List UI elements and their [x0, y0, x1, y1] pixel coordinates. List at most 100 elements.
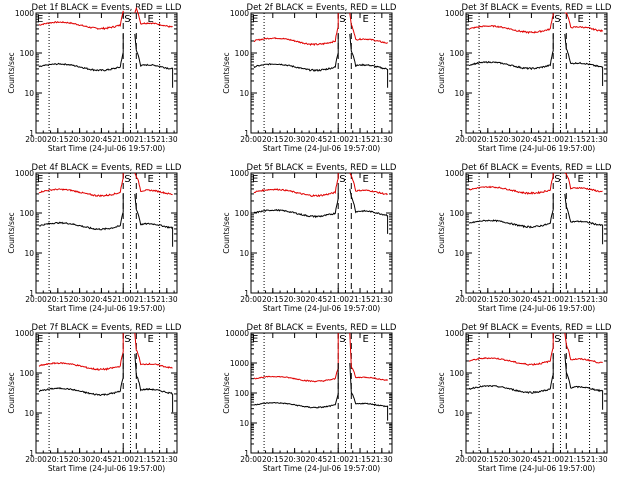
x-tick-label: 21:30 — [371, 295, 393, 304]
plot-frame — [465, 12, 608, 134]
x-tick-label: 21:15 — [134, 455, 156, 464]
x-axis-label: Start Time (24-Jul-06 19:57:00) — [263, 304, 380, 313]
series-line-lld — [349, 332, 388, 381]
series-line-lld — [253, 13, 339, 47]
y-tick-label: 1 — [244, 289, 249, 298]
series-line-events — [38, 33, 124, 72]
x-tick-label: 20:45 — [306, 135, 328, 144]
y-axis-label: Counts/sec — [222, 52, 231, 93]
x-tick-label: 20:15 — [47, 455, 69, 464]
x-axis-label: Start Time (24-Jul-06 19:57:00) — [48, 144, 165, 153]
series-line-lld — [38, 10, 124, 31]
x-tick-label: 20:15 — [262, 295, 284, 304]
event-marker-e: E — [252, 14, 258, 25]
series-line-events — [134, 33, 174, 88]
y-tick-label: 100 — [235, 209, 250, 218]
plot-frame — [250, 332, 393, 454]
x-tick-label: 21:30 — [586, 455, 608, 464]
event-marker-s: S — [339, 14, 345, 25]
chart-title: Det 7f BLACK = Events, RED = LLD — [32, 323, 182, 333]
series-line-events — [564, 33, 604, 86]
x-tick-label: 21:30 — [586, 135, 608, 144]
series-line-events — [468, 193, 554, 229]
event-marker-e: E — [467, 174, 473, 185]
x-tick-label: 20:45 — [91, 295, 113, 304]
x-tick-label: 21:30 — [371, 135, 393, 144]
y-axis-label: Counts/sec — [437, 372, 446, 413]
event-marker-s: S — [339, 174, 345, 185]
chart-panel-5: Det 5f BLACK = Events, RED = LLD 1 10 100 10… — [222, 163, 397, 313]
x-tick-label: 21:00 — [327, 135, 349, 144]
x-tick-label: 20:30 — [284, 295, 306, 304]
event-marker-s: S — [124, 334, 130, 345]
y-tick-label: 10 — [454, 249, 464, 258]
event-marker-e: E — [467, 334, 473, 345]
x-tick-label: 20:30 — [284, 455, 306, 464]
y-tick-label: 10 — [454, 409, 464, 418]
series-line-lld — [468, 173, 554, 195]
x-tick-label: 20:15 — [262, 455, 284, 464]
y-tick-label: 100 — [235, 49, 250, 58]
event-marker-e: E — [362, 334, 368, 345]
y-tick-label: 1000 — [230, 9, 249, 18]
series-line-lld — [468, 333, 554, 366]
chart-panel-6: Det 6f BLACK = Events, RED = LLD 1 10 100 10… — [437, 163, 612, 313]
x-axis-label: Start Time (24-Jul-06 19:57:00) — [48, 304, 165, 313]
y-axis-label: Counts/sec — [437, 52, 446, 93]
y-tick-label: 1 — [459, 449, 464, 458]
event-marker-e: E — [362, 14, 368, 25]
x-tick-label: 21:15 — [564, 295, 586, 304]
x-tick-label: 20:30 — [69, 135, 91, 144]
x-tick-label: 21:15 — [349, 135, 371, 144]
x-tick-label: 20:00 — [25, 295, 47, 304]
event-marker-e: E — [252, 334, 258, 345]
x-tick-label: 20:00 — [240, 455, 262, 464]
event-marker-e: E — [147, 14, 153, 25]
x-axis-label: Start Time (24-Jul-06 19:57:00) — [478, 144, 595, 153]
x-tick-label: 21:15 — [134, 295, 156, 304]
x-tick-label: 20:30 — [499, 455, 521, 464]
series-line-events — [468, 33, 554, 71]
y-tick-label: 100 — [20, 49, 35, 58]
x-tick-label: 21:00 — [112, 135, 134, 144]
x-tick-label: 20:00 — [25, 455, 47, 464]
y-tick-label: 10 — [24, 409, 34, 418]
y-tick-label: 100 — [235, 389, 250, 398]
x-tick-label: 20:15 — [47, 135, 69, 144]
x-tick-label: 21:00 — [542, 295, 564, 304]
x-tick-label: 21:30 — [156, 135, 178, 144]
y-axis-label: Counts/sec — [222, 372, 231, 413]
chart-title: Det 1f BLACK = Events, RED = LLD — [32, 3, 182, 13]
x-tick-label: 20:45 — [91, 135, 113, 144]
x-tick-label: 20:00 — [240, 135, 262, 144]
x-tick-label: 20:15 — [47, 295, 69, 304]
chart-title: Det 4f BLACK = Events, RED = LLD — [32, 163, 182, 173]
chart-panel-3: Det 3f BLACK = Events, RED = LLD 1 10 100 10… — [437, 3, 612, 153]
x-tick-label: 21:15 — [349, 295, 371, 304]
x-tick-label: 21:15 — [349, 455, 371, 464]
y-tick-label: 1 — [244, 129, 249, 138]
plot-frame — [465, 332, 608, 454]
y-tick-label: 1 — [459, 129, 464, 138]
chart-panel-7: Det 7f BLACK = Events, RED = LLD 1 10 100 10… — [7, 323, 182, 473]
y-tick-label: 10 — [24, 89, 34, 98]
series-line-events — [253, 363, 339, 409]
y-tick-label: 1000 — [445, 329, 464, 338]
x-tick-label: 21:30 — [586, 295, 608, 304]
y-tick-label: 100 — [450, 369, 465, 378]
y-axis-label: Counts/sec — [7, 372, 16, 413]
event-marker-e: E — [577, 174, 583, 185]
x-tick-label: 20:45 — [521, 295, 543, 304]
x-tick-label: 21:00 — [112, 295, 134, 304]
y-tick-label: 1000 — [15, 169, 34, 178]
y-tick-label: 1 — [29, 289, 34, 298]
x-axis-label: Start Time (24-Jul-06 19:57:00) — [48, 464, 165, 473]
x-tick-label: 20:00 — [455, 295, 477, 304]
series-line-events — [468, 353, 554, 394]
x-tick-label: 21:15 — [564, 455, 586, 464]
x-axis-label: Start Time (24-Jul-06 19:57:00) — [263, 464, 380, 473]
x-tick-label: 20:00 — [455, 455, 477, 464]
plot-frame — [35, 12, 178, 134]
x-axis-label: Start Time (24-Jul-06 19:57:00) — [478, 304, 595, 313]
